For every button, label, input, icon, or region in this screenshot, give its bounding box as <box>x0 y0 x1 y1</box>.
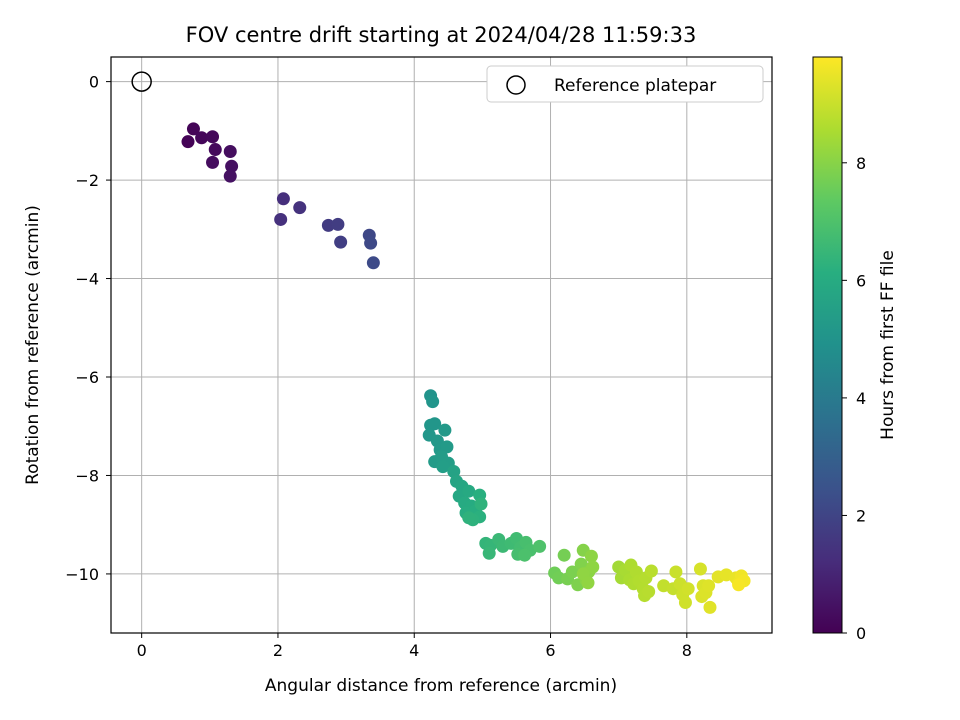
data-point <box>195 131 209 145</box>
data-point <box>642 585 656 599</box>
data-point <box>462 484 476 498</box>
data-point <box>518 548 532 562</box>
data-point <box>186 122 200 136</box>
colorbar-gradient <box>812 56 843 634</box>
reference-marker <box>131 71 152 92</box>
data-point <box>565 565 579 579</box>
x-tick-label: 2 <box>273 641 283 660</box>
data-point <box>581 576 595 590</box>
data-point <box>681 582 695 596</box>
data-point <box>426 395 440 409</box>
data-point <box>438 423 452 437</box>
x-tick-label: 4 <box>409 641 419 660</box>
y-axis-ticks: 0 −2 −4 −6 −8 −10 <box>65 73 111 584</box>
data-point <box>223 145 237 159</box>
x-axis-ticks: 0 2 4 6 8 <box>137 633 692 660</box>
data-point <box>225 159 239 173</box>
data-point <box>447 465 461 479</box>
y-tick-label: −6 <box>75 368 99 387</box>
y-tick-label: −8 <box>75 466 99 485</box>
x-axis-label: Angular distance from reference (arcmin) <box>265 676 617 696</box>
data-point <box>181 135 195 149</box>
data-point <box>366 256 380 270</box>
data-point <box>644 564 658 578</box>
data-point <box>331 217 345 231</box>
reference-point <box>131 71 152 92</box>
colorbar: 0 2 4 6 8 Hours from first FF file <box>812 56 898 643</box>
data-point <box>678 595 692 609</box>
legend-label: Reference platepar <box>554 76 716 96</box>
x-tick-label: 8 <box>682 641 692 660</box>
y-axis-label: Rotation from reference (arcmin) <box>23 205 43 485</box>
plot-area <box>110 56 773 634</box>
colorbar-tick-label: 2 <box>856 506 866 525</box>
colorbar-label: Hours from first FF file <box>878 250 898 440</box>
data-point <box>276 192 290 206</box>
data-point <box>557 548 571 562</box>
data-point <box>462 511 476 525</box>
data-point <box>206 130 220 144</box>
y-tick-label: −4 <box>75 270 99 289</box>
data-point <box>474 497 488 511</box>
y-tick-label: −10 <box>65 565 99 584</box>
chart-title: FOV centre drift starting at 2024/04/28 … <box>186 23 697 47</box>
data-point <box>584 549 598 563</box>
legend-box <box>486 65 764 103</box>
y-tick-label: 0 <box>89 73 99 92</box>
data-point <box>482 546 496 560</box>
data-point <box>586 560 600 574</box>
grid <box>111 57 772 633</box>
colorbar-tick-label: 8 <box>856 154 866 173</box>
data-point <box>732 578 746 592</box>
data-point <box>436 460 450 474</box>
data-points <box>181 122 751 614</box>
data-point <box>223 169 237 183</box>
colorbar-tick-label: 6 <box>856 271 866 290</box>
data-point <box>440 440 454 454</box>
data-point <box>703 600 717 614</box>
data-point <box>293 201 307 215</box>
data-point <box>533 539 547 553</box>
data-point <box>669 565 683 579</box>
colorbar-ticks: 0 2 4 6 8 <box>842 154 866 643</box>
plot-frame <box>110 56 773 634</box>
data-point <box>428 417 442 431</box>
x-tick-label: 0 <box>137 641 147 660</box>
legend-marker <box>506 75 526 95</box>
data-point <box>206 155 220 169</box>
y-tick-label: −2 <box>75 171 99 190</box>
data-point <box>364 236 378 250</box>
data-point <box>274 212 288 226</box>
data-point <box>334 235 348 249</box>
colorbar-tick-label: 0 <box>856 624 866 643</box>
colorbar-tick-label: 4 <box>856 389 866 408</box>
data-point <box>208 143 222 157</box>
data-point <box>702 579 716 593</box>
x-tick-label: 6 <box>545 641 555 660</box>
plot-background <box>111 57 772 633</box>
data-point <box>321 218 335 232</box>
legend: Reference platepar <box>486 65 764 103</box>
data-point <box>693 562 707 576</box>
